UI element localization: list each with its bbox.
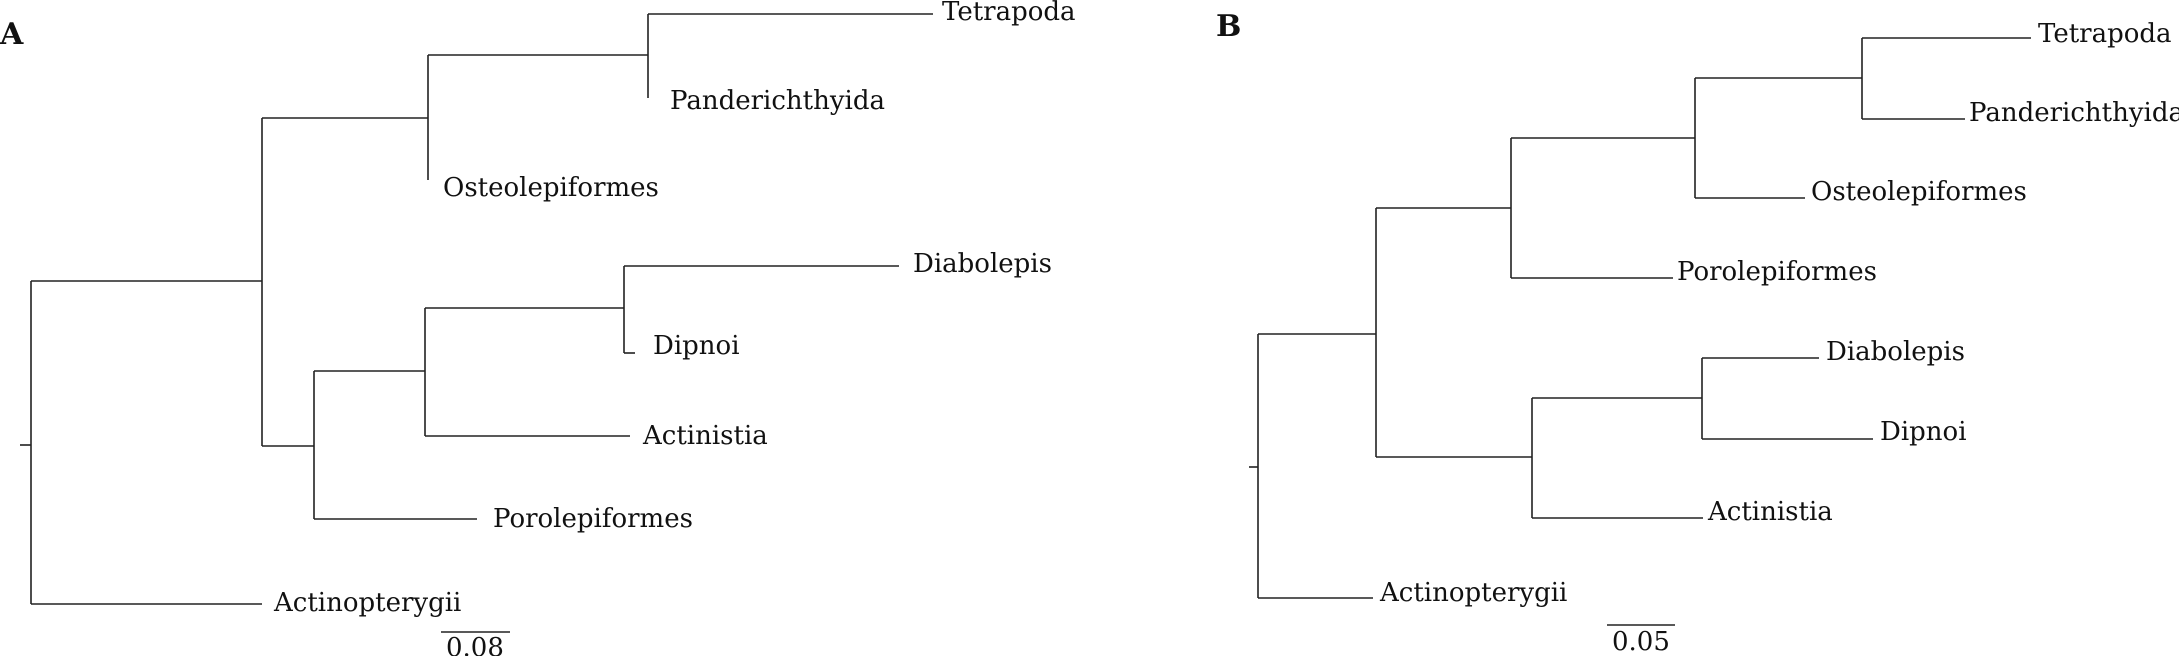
tip-label-osteolepiformes: Osteolepiformes xyxy=(1811,177,2027,207)
tip-label-tetrapoda: Tetrapoda xyxy=(2038,19,2172,49)
tip-label-tetrapoda: Tetrapoda xyxy=(942,0,1076,27)
tip-label-dipnoi: Dipnoi xyxy=(1880,417,1967,447)
tip-label-panderichthyida: Panderichthyida xyxy=(670,86,885,116)
tip-label-panderichthyida: Panderichthyida xyxy=(1969,98,2179,128)
scale-label-a: 0.08 xyxy=(446,633,504,656)
scale-label-b: 0.05 xyxy=(1612,627,1670,656)
tip-label-dipnoi: Dipnoi xyxy=(653,331,740,361)
tip-label-porolepiformes: Porolepiformes xyxy=(493,504,693,534)
tip-label-actinistia: Actinistia xyxy=(642,421,768,451)
tip-label-actinopterygii: Actinopterygii xyxy=(1379,578,1567,608)
tip-label-osteolepiformes: Osteolepiformes xyxy=(443,173,659,203)
tip-label-actinopterygii: Actinopterygii xyxy=(273,588,461,618)
tip-label-actinistia: Actinistia xyxy=(1707,497,1833,527)
tip-label-diabolepis: Diabolepis xyxy=(1826,337,1965,367)
panel-label-b: B xyxy=(1216,9,1241,44)
tree-panel-a: A Tetrapoda Panderichthyida Osteolepifor… xyxy=(0,0,1076,656)
panel-label-a: A xyxy=(0,17,24,52)
tip-label-porolepiformes: Porolepiformes xyxy=(1677,257,1877,287)
tree-panel-b: B Tetrapoda Panderichthyida Osteolepifor… xyxy=(1216,9,2179,656)
tip-label-diabolepis: Diabolepis xyxy=(913,249,1052,279)
